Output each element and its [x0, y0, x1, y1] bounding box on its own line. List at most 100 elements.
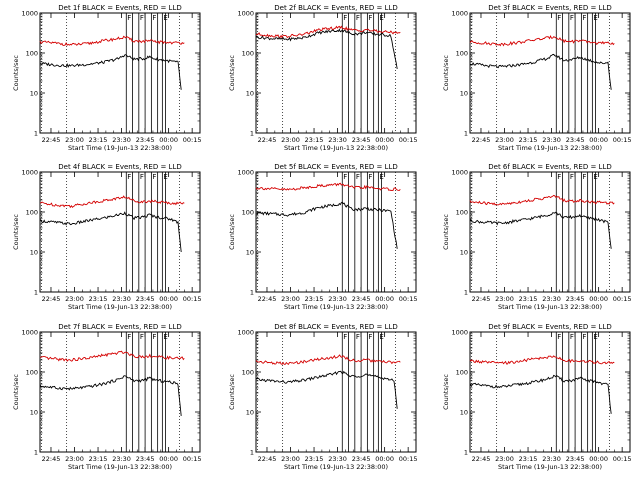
- y-tick-label: 1: [250, 289, 254, 297]
- interval-label: F: [152, 333, 156, 341]
- interval-label: F: [356, 173, 360, 181]
- panel-5: Det 5f BLACK = Events, RED = LLD 1 10 100 10…: [228, 163, 418, 311]
- panel-4: Det 4f BLACK = Events, RED = LLD 1 10 100 10…: [12, 163, 202, 311]
- y-axis-label: Counts/sec: [442, 214, 450, 250]
- y-tick-label: 100: [456, 50, 468, 58]
- x-tick-label: 23:00: [65, 295, 84, 303]
- x-tick-label: 23:30: [542, 295, 561, 303]
- y-tick-label: 1000: [451, 329, 468, 337]
- interval-label: F: [557, 14, 561, 22]
- x-tick-label: 23:45: [352, 455, 371, 463]
- interval-label: F: [152, 14, 156, 22]
- panel-title: Det 8f BLACK = Events, RED = LLD: [274, 323, 397, 331]
- panel-6: Det 6f BLACK = Events, RED = LLD 1 10 100 10…: [442, 163, 632, 311]
- plot-frame: [255, 331, 417, 453]
- panel-title: Det 2f BLACK = Events, RED = LLD: [274, 4, 397, 12]
- interval-label: F: [127, 333, 131, 341]
- x-axis-label: Start Time (19-Jun-13 22:38:00): [68, 303, 172, 311]
- x-tick-label: 23:30: [112, 455, 131, 463]
- interval-label: E: [379, 173, 383, 181]
- x-tick-label: 23:30: [112, 136, 131, 144]
- x-axis-label: Start Time (19-Jun-13 22:38:00): [498, 463, 602, 471]
- y-tick-label: 1: [34, 289, 38, 297]
- panel-2: Det 2f BLACK = Events, RED = LLD 1 10 100 10…: [228, 4, 418, 152]
- x-tick-label: 00:00: [375, 295, 394, 303]
- interval-label: E: [379, 14, 383, 22]
- y-tick-label: 1: [34, 130, 38, 138]
- interval-label: F: [570, 14, 574, 22]
- y-tick-label: 10: [460, 409, 468, 417]
- y-tick-label: 1: [34, 449, 38, 457]
- panel-1: Det 1f BLACK = Events, RED = LLD 1 10 100 10…: [12, 4, 202, 152]
- y-tick-label: 100: [26, 369, 38, 377]
- x-tick-label: 00:15: [613, 295, 632, 303]
- x-tick-label: 23:45: [136, 295, 155, 303]
- interval-label: F: [570, 333, 574, 341]
- y-tick-label: 1: [464, 449, 468, 457]
- x-tick-label: 23:30: [542, 455, 561, 463]
- y-axis-label: Counts/sec: [228, 214, 236, 250]
- events-series-line: [469, 53, 612, 90]
- y-axis-label: Counts/sec: [228, 374, 236, 410]
- x-tick-label: 23:00: [281, 295, 300, 303]
- interval-label: F: [140, 173, 144, 181]
- panel-9: Det 9f BLACK = Events, RED = LLD 1 10 100 10…: [442, 323, 632, 471]
- plot-frame: [255, 12, 417, 134]
- interval-label: F: [343, 333, 347, 341]
- x-tick-label: 23:15: [519, 136, 538, 144]
- y-tick-label: 100: [456, 369, 468, 377]
- x-tick-label: 23:30: [328, 136, 347, 144]
- y-tick-label: 10: [246, 90, 254, 98]
- x-tick-label: 00:00: [159, 295, 178, 303]
- x-tick-label: 23:45: [352, 136, 371, 144]
- x-tick-label: 00:15: [399, 295, 418, 303]
- events-series-line: [39, 375, 182, 416]
- y-tick-label: 10: [460, 249, 468, 257]
- x-axis-label: Start Time (19-Jun-13 22:38:00): [284, 144, 388, 152]
- lld-series-line: [255, 182, 401, 192]
- plot-frame: [469, 171, 631, 293]
- x-tick-label: 22:45: [42, 136, 61, 144]
- y-tick-label: 10: [246, 249, 254, 257]
- x-tick-label: 00:00: [589, 136, 608, 144]
- interval-label: E: [593, 333, 597, 341]
- x-tick-label: 00:15: [183, 455, 202, 463]
- y-tick-label: 100: [242, 50, 254, 58]
- lld-series-line: [469, 194, 615, 206]
- y-tick-label: 1: [250, 449, 254, 457]
- interval-label: F: [557, 173, 561, 181]
- x-tick-label: 22:45: [42, 295, 61, 303]
- x-tick-label: 23:45: [566, 295, 585, 303]
- y-axis-label: Counts/sec: [12, 374, 20, 410]
- lld-series-line: [255, 354, 401, 366]
- lld-series-line: [39, 195, 185, 209]
- x-axis-label: Start Time (19-Jun-13 22:38:00): [284, 303, 388, 311]
- x-tick-label: 00:00: [589, 295, 608, 303]
- interval-label: F: [140, 14, 144, 22]
- interval-label: F: [127, 173, 131, 181]
- y-tick-label: 1000: [21, 169, 38, 177]
- events-series-line: [255, 28, 398, 69]
- interval-label: F: [356, 333, 360, 341]
- panel-title: Det 5f BLACK = Events, RED = LLD: [274, 163, 397, 171]
- interval-label: F: [343, 14, 347, 22]
- plot-frame: [39, 331, 201, 453]
- panel-title: Det 7f BLACK = Events, RED = LLD: [58, 323, 181, 331]
- x-tick-label: 23:30: [328, 295, 347, 303]
- y-tick-label: 1000: [21, 329, 38, 337]
- interval-label: F: [356, 14, 360, 22]
- x-axis-label: Start Time (19-Jun-13 22:38:00): [68, 144, 172, 152]
- y-tick-label: 100: [456, 209, 468, 217]
- x-tick-label: 23:45: [136, 455, 155, 463]
- interval-label: F: [570, 173, 574, 181]
- y-axis-label: Counts/sec: [12, 214, 20, 250]
- x-tick-label: 23:15: [305, 136, 324, 144]
- x-axis-label: Start Time (19-Jun-13 22:38:00): [498, 303, 602, 311]
- interval-label: F: [127, 14, 131, 22]
- events-series-line: [256, 370, 398, 409]
- plot-frame: [39, 12, 201, 134]
- interval-label: E: [163, 333, 167, 341]
- x-tick-label: 00:15: [183, 136, 202, 144]
- events-series-line: [39, 211, 182, 253]
- interval-label: E: [593, 173, 597, 181]
